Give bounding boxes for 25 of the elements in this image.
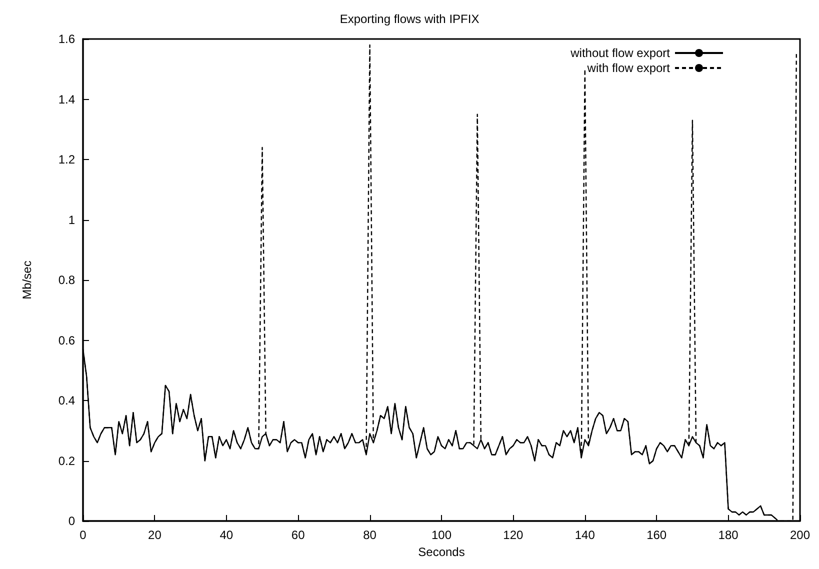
- legend-label: with flow export: [586, 61, 671, 75]
- x-tick-label: 60: [291, 528, 306, 542]
- x-tick-label: 180: [718, 528, 739, 542]
- x-tick-label: 40: [220, 528, 234, 542]
- x-tick-label: 120: [503, 528, 524, 542]
- y-tick-label: 0.6: [58, 333, 76, 348]
- y-tick-label: 1.2: [58, 152, 76, 166]
- x-tick-label: 200: [790, 528, 810, 542]
- y-tick-label: 0.2: [58, 454, 76, 468]
- y-tick-label: 0: [68, 514, 76, 528]
- x-tick-label: 80: [363, 528, 377, 542]
- y-tick-label: 0.8: [58, 273, 76, 287]
- y-tick-label: 0.4: [58, 394, 76, 408]
- x-tick-label: 100: [431, 528, 452, 542]
- x-tick-label: 140: [574, 528, 596, 542]
- x-tick-label: 0: [80, 528, 87, 542]
- y-tick-label: 1.4: [58, 92, 76, 106]
- chart-title: Exporting flows with IPFIX: [340, 12, 480, 26]
- y-tick-label: 1.6: [58, 32, 76, 46]
- x-tick-label: 20: [148, 528, 162, 542]
- y-tick-label: 1: [68, 212, 76, 227]
- x-axis-title: Seconds: [418, 544, 465, 559]
- y-axis-title: Mb/sec: [20, 260, 34, 300]
- legend-label: without flow export: [570, 46, 671, 60]
- x-tick-label: 160: [646, 528, 667, 542]
